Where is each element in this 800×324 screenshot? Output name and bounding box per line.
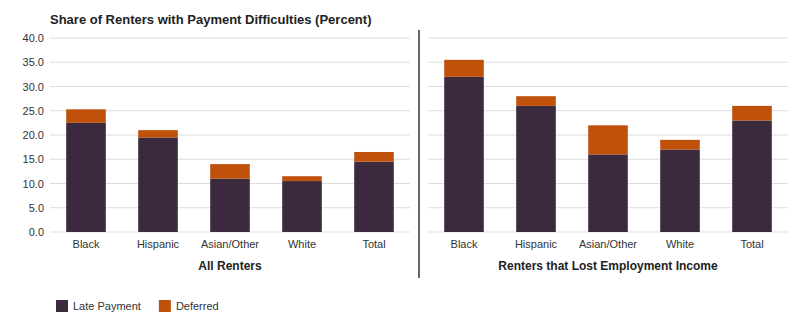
y-tick-label: 30.0 bbox=[23, 81, 44, 93]
bar-segment bbox=[732, 106, 772, 121]
bar-segment bbox=[588, 125, 628, 154]
bar-segment bbox=[444, 77, 484, 232]
x-tick-label: Total bbox=[740, 238, 763, 250]
grid-line bbox=[50, 38, 410, 39]
bar-segment bbox=[354, 162, 394, 232]
x-tick-label: Black bbox=[73, 238, 100, 250]
x-tick-label: Asian/Other bbox=[579, 238, 637, 250]
legend: Late Payment Deferred bbox=[56, 300, 219, 312]
y-tick-label: 25.0 bbox=[23, 105, 44, 117]
bar-segment bbox=[516, 96, 556, 106]
legend-label: Late Payment bbox=[73, 300, 141, 312]
y-tick-label: 0.0 bbox=[29, 226, 44, 238]
grid-line bbox=[50, 86, 410, 87]
legend-swatch bbox=[159, 300, 171, 312]
bar-segment bbox=[210, 164, 250, 179]
bar-segment bbox=[210, 179, 250, 232]
y-tick-label: 15.0 bbox=[23, 153, 44, 165]
panel-divider bbox=[418, 30, 419, 278]
x-axis-label: Renters that Lost Employment Income bbox=[498, 259, 718, 273]
bar-segment bbox=[660, 140, 700, 150]
bar-segment bbox=[282, 181, 322, 232]
legend-swatch bbox=[56, 300, 68, 312]
bar-segment bbox=[138, 137, 178, 232]
title: Share of Renters with Payment Difficulti… bbox=[50, 12, 371, 27]
bar-segment bbox=[660, 150, 700, 232]
y-tick-label: 20.0 bbox=[23, 129, 44, 141]
x-tick-label: Black bbox=[451, 238, 478, 250]
bar-segment bbox=[66, 123, 106, 232]
bars bbox=[444, 60, 772, 232]
x-tick-label: White bbox=[288, 238, 316, 250]
bar-segment bbox=[138, 130, 178, 137]
x-tick-label: Hispanic bbox=[515, 238, 558, 250]
bar-segment bbox=[282, 176, 322, 181]
bar-segment bbox=[588, 154, 628, 232]
panel: 0.0 5.0 10.0 15.0 20.0 25.0 30.0 35.0 40.0 Black H… bbox=[23, 12, 410, 273]
y-tick-label: 10.0 bbox=[23, 178, 44, 190]
grid-line bbox=[428, 38, 788, 39]
y-tick-label: 40.0 bbox=[23, 32, 44, 44]
bars bbox=[66, 109, 394, 232]
chart: 0.0 5.0 10.0 15.0 20.0 25.0 30.0 35.0 40.0 Black H… bbox=[0, 0, 800, 324]
x-tick-label: Hispanic bbox=[137, 238, 180, 250]
x-tick-label: Asian/Other bbox=[201, 238, 259, 250]
bar-segment bbox=[516, 106, 556, 232]
bar-segment bbox=[444, 60, 484, 77]
y-tick-label: 35.0 bbox=[23, 56, 44, 68]
legend-label: Deferred bbox=[176, 300, 219, 312]
x-axis-label: All Renters bbox=[198, 259, 262, 273]
x-tick-label: Total bbox=[362, 238, 385, 250]
grid-line bbox=[50, 62, 410, 63]
y-tick-label: 5.0 bbox=[29, 202, 44, 214]
bar-segment bbox=[354, 152, 394, 162]
panel: Black Hispanic Asian/Other White Total Renter… bbox=[428, 38, 788, 273]
bar-segment bbox=[66, 109, 106, 123]
x-tick-label: White bbox=[666, 238, 694, 250]
bar-segment bbox=[732, 120, 772, 232]
